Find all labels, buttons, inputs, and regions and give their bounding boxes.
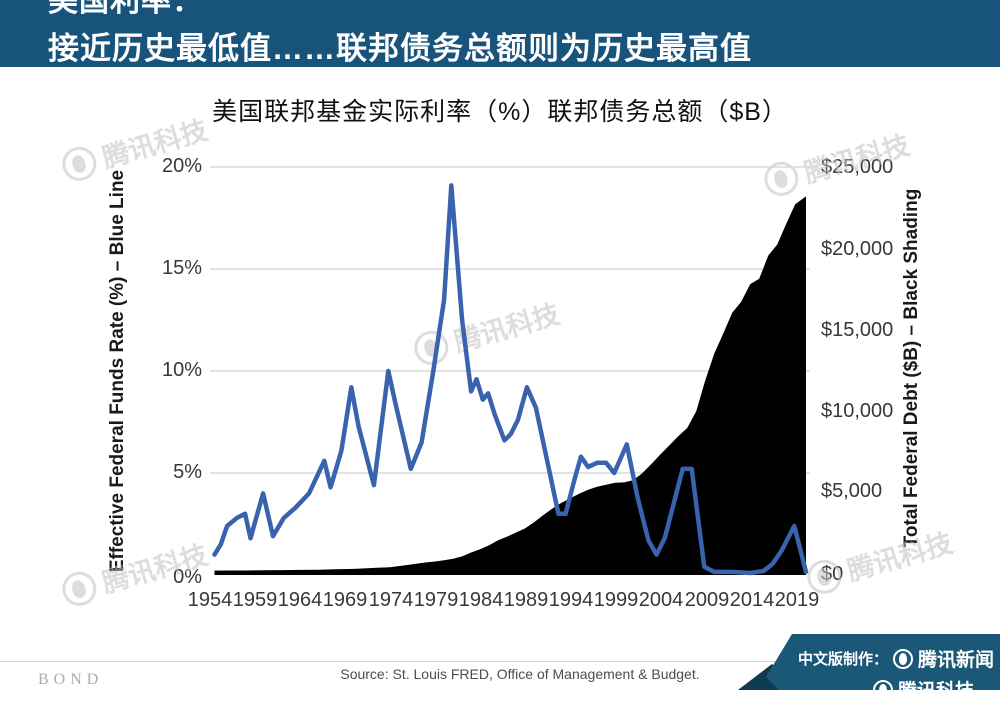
credit-ribbon-text: 中文版制作： 腾讯新闻 腾讯科技	[730, 628, 1000, 702]
ribbon-body	[766, 634, 1000, 690]
x-axis-tick: 1999	[593, 589, 639, 611]
header-band: 美国利率： 接近历史最低值……联邦债务总额则为历史最高值	[0, 0, 1000, 67]
left-axis-tick: 5%	[173, 461, 202, 483]
x-axis-tick: 2014	[729, 589, 775, 611]
x-axis-tick: 1964	[277, 589, 323, 611]
x-axis-tick: 1994	[548, 589, 594, 611]
x-axis-tick: 1954	[187, 589, 233, 611]
x-axis-tick: 1979	[413, 589, 459, 611]
x-axis-tick: 1974	[368, 589, 414, 611]
footer-divider	[0, 661, 1000, 662]
header-title-line2: 接近历史最低值……联邦债务总额则为历史最高值	[48, 31, 752, 66]
header-title-line1: 美国利率：	[48, 0, 203, 18]
right-axis-tick: $5,000	[821, 480, 883, 502]
left-axis-tick: 10%	[161, 359, 202, 381]
x-axis-tick: 2019	[774, 589, 820, 611]
source-note: Source: St. Louis FRED, Office of Manage…	[340, 666, 700, 682]
left-axis-tick: 20%	[161, 155, 202, 177]
x-axis-tick: 2009	[684, 589, 730, 611]
debt-area-series	[214, 196, 806, 575]
credit-brand-news: 腾讯新闻	[918, 650, 995, 671]
right-axis-tick: $15,000	[821, 319, 894, 341]
bond-logo: BOND	[38, 671, 104, 688]
tencent-news-logo-icon	[893, 648, 914, 669]
x-axis-tick: 1959	[232, 589, 278, 611]
fed-funds-rate-line-series	[212, 183, 809, 576]
credit-label: 中文版制作：	[798, 651, 889, 668]
right-axis-tick: $25,000	[821, 156, 894, 178]
chart-title: 美国联邦基金实际利率（%）联邦债务总额（$B）	[212, 98, 788, 126]
right-axis-tick: $20,000	[821, 238, 894, 260]
right-axis-tick: $10,000	[821, 400, 894, 422]
x-axis-tick: 1984	[458, 589, 504, 611]
x-axis-tick: 1989	[503, 589, 549, 611]
left-axis-tick: 0%	[173, 566, 202, 588]
left-axis-tick: 15%	[161, 257, 202, 279]
credit-row: 中文版制作： 腾讯新闻	[798, 645, 994, 672]
credit-ribbon	[738, 634, 1000, 690]
x-axis-tick: 1969	[322, 589, 368, 611]
x-axis-tick: 2004	[638, 589, 684, 611]
